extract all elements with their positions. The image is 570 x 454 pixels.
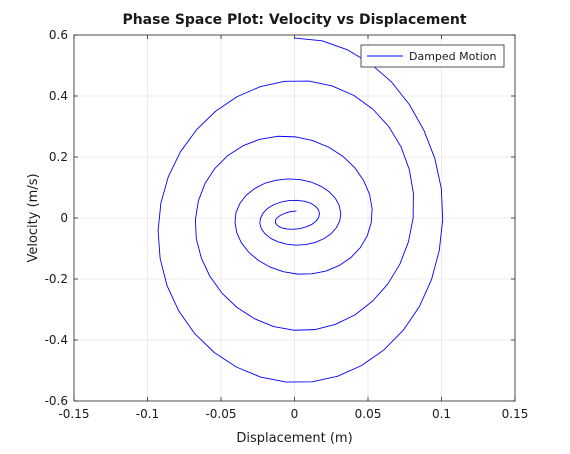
x-tick-label: -0.1 [136,407,159,421]
series-group [157,37,444,383]
x-tick-label: 0.05 [355,407,382,421]
x-tick-label: -0.15 [58,407,89,421]
legend-label-damped-motion: Damped Motion [409,50,496,63]
y-tick-label: -0.2 [45,272,68,286]
legend: Damped Motion [360,44,505,68]
x-axis-label: Displacement (m) [236,431,352,446]
ticks: -0.15 -0.1 -0.05 0 0.05 0.1 0.15 -0.6 -0.4 -0.2 0 0… [45,28,529,421]
series-line-damped-motion [157,37,444,383]
x-tick-label: 0.15 [502,407,529,421]
x-tick-label: 0.1 [432,407,451,421]
y-tick-label: -0.6 [45,394,68,408]
y-tick-label: -0.4 [45,333,68,347]
legend-box [360,44,505,68]
x-tick-label: 0 [291,407,299,421]
y-tick-label: 0.4 [49,89,68,103]
y-tick-label: 0.6 [49,28,68,42]
x-tick-label: -0.05 [205,407,236,421]
chart-title: Phase Space Plot: Velocity vs Displaceme… [122,12,466,28]
y-tick-label: 0.2 [49,150,68,164]
y-tick-label: 0 [60,211,68,225]
y-axis-label: Velocity (m/s) [26,173,41,262]
